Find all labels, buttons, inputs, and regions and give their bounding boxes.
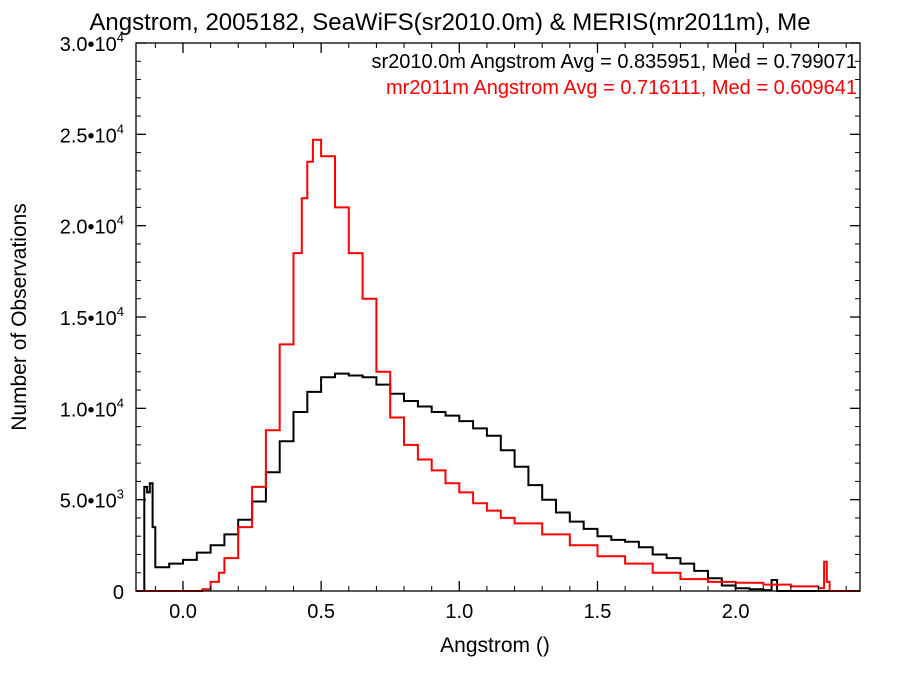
y-tick-base-1: 0 [106,491,117,513]
y-tick-exponent-1: 3 [117,487,124,502]
x-tick-label-4: 2.0 [722,601,750,623]
y-tick-label-5: 2.5•104 [60,121,124,147]
x-axis-title: Angstrom () [440,634,550,657]
y-tick-base-6: 0 [106,34,117,56]
y-tick-mantissa-6: 3.0•1 [60,34,106,56]
y-tick-exponent-4: 4 [117,213,124,228]
annotation-mr2011-stats: mr2011m Angstrom Avg = 0.716111, Med = 0… [386,77,857,99]
y-tick-exponent-2: 4 [117,395,124,410]
y-tick-label-0: 0 [113,582,124,604]
series-line-2 [136,138,860,592]
y-tick-label-2: 1.0•104 [60,395,124,421]
y-tick-base-5: 0 [106,125,117,147]
y-tick-base-3: 0 [106,308,117,330]
y-tick-mantissa-5: 2.5•1 [60,125,106,147]
y-tick-mantissa-3: 1.5•1 [60,308,106,330]
annotation-sr2010-stats: sr2010.0m Angstrom Avg = 0.835951, Med =… [371,51,857,73]
plot-frame [135,42,861,592]
x-tick-label-1: 0.5 [307,601,335,623]
y-tick-label-3: 1.5•104 [60,304,124,330]
y-tick-label-6: 3.0•104 [60,30,124,56]
y-tick-mantissa-1: 5.0•1 [60,491,106,513]
series-line-1 [136,372,833,592]
y-tick-mantissa-4: 2.0•1 [60,217,106,239]
x-tick-label-3: 1.5 [584,601,612,623]
y-tick-mantissa-0: 0 [113,582,124,604]
y-tick-exponent-6: 4 [117,30,124,45]
y-axis-title: Number of Observations [8,203,31,431]
y-tick-exponent-3: 4 [117,304,124,319]
x-tick-label-0: 0.0 [169,601,197,623]
chart-title: Angstrom, 2005182, SeaWiFS(sr2010.0m) & … [89,9,810,36]
x-tick-label-2: 1.0 [445,601,473,623]
y-tick-exponent-5: 4 [117,121,124,136]
y-tick-mantissa-2: 1.0•1 [60,399,106,421]
y-tick-label-1: 5.0•103 [60,487,124,513]
y-tick-base-2: 0 [106,399,117,421]
y-tick-base-4: 0 [106,217,117,239]
y-tick-label-4: 2.0•104 [60,213,124,239]
